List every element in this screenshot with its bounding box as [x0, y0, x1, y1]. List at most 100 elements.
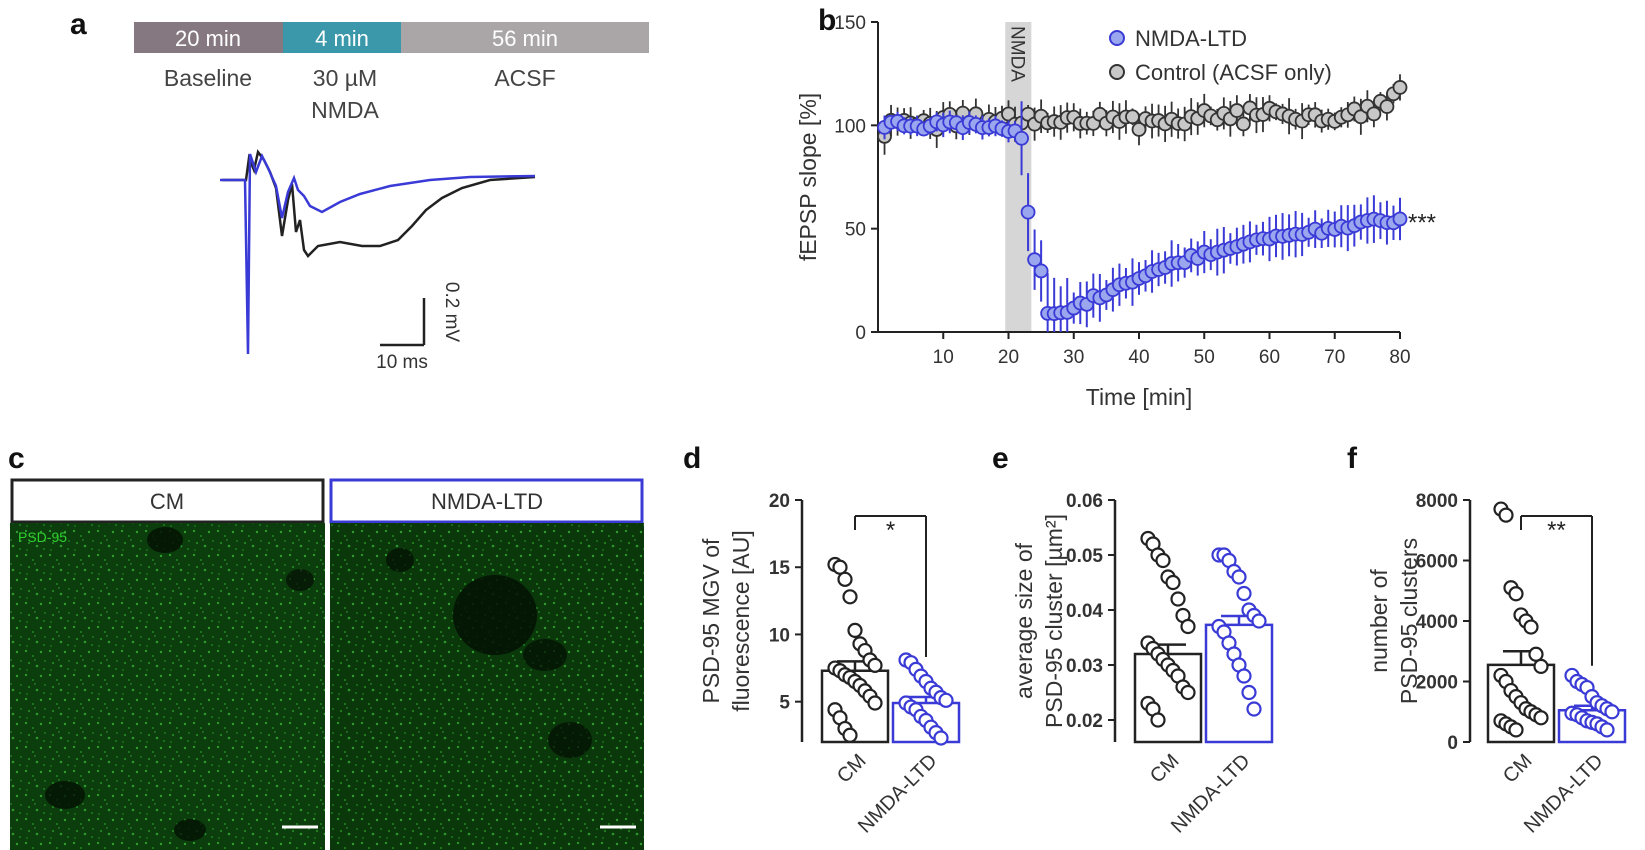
legend-control-label: Control (ACSF only) [1135, 60, 1332, 85]
timecourse-chart: NMDA 0 50 100 150 10 20 30 40 50 60 70 80 Time [min] f… [795, 13, 1436, 410]
x-tick-label: 20 [998, 347, 1019, 368]
y-tick-label: 0.06 [1066, 491, 1103, 512]
control-point [1379, 92, 1395, 121]
control-marker [1366, 106, 1382, 122]
y-axis-label-line2: PSD-95 cluster [µm²] [1041, 514, 1067, 728]
scale-bar-time-label: 10 ms [376, 352, 428, 373]
nmda-point [1079, 281, 1095, 328]
y-tick-label: 0 [855, 323, 866, 344]
control-marker [1125, 109, 1140, 125]
y-axis-label-line2: PSD-95 clusters [1396, 538, 1422, 704]
example-traces [220, 149, 536, 355]
y-tick-label: 4000 [1416, 612, 1458, 633]
x-tick-label: 70 [1324, 347, 1345, 368]
control-marker [1229, 103, 1245, 118]
data-point [933, 730, 949, 746]
nmda-dark-spot [453, 575, 537, 655]
data-point [842, 589, 858, 605]
y-tick-label: 0.03 [1066, 656, 1103, 677]
timeline-nmda-label: 30 µM [313, 65, 377, 91]
nmda-dark-spot [548, 722, 592, 758]
x-tick-label: 30 [1063, 347, 1084, 368]
y-tick-label: 20 [769, 491, 790, 512]
nmda-point [1027, 229, 1042, 290]
nmda-point [1105, 267, 1121, 312]
timeline: 20 min 4 min 56 min Baseline 30 µM NMDA … [134, 22, 649, 123]
data-point [847, 622, 863, 639]
y-tick-label: 0.04 [1066, 601, 1103, 622]
nmda-marker [1033, 263, 1049, 279]
data-point [1180, 684, 1196, 701]
y-tick-label: 50 [845, 220, 866, 241]
x-tick-label: 80 [1389, 347, 1410, 368]
y-axis-label-line1: PSD-95 MGV of [698, 538, 724, 703]
bar-chart-cluster-size: 0.02 0.03 0.04 0.05 0.06 average size of PSD-9… [1011, 491, 1274, 838]
panel-label-d: d [683, 442, 701, 475]
legend-control-marker [1109, 64, 1125, 80]
control-marker [1236, 116, 1251, 132]
bar-chart-cluster-count: 0 2000 4000 6000 8000 number of PSD-95 cluster… [1366, 491, 1627, 838]
significance-marker: * [886, 517, 895, 544]
legend-nmda-label: NMDA-LTD [1135, 26, 1247, 51]
panel-label-e: e [992, 442, 1009, 475]
timeline-nmda-segment [283, 22, 401, 53]
nmda-dark-spot [523, 639, 567, 671]
panel-label-b: b [818, 4, 836, 37]
panel-label-c: c [8, 442, 25, 475]
control-point [1392, 74, 1408, 101]
timeline-acsf-segment [401, 22, 649, 53]
data-point [1523, 619, 1539, 635]
panel-label-f: f [1347, 442, 1358, 475]
data-point [1180, 618, 1196, 635]
y-tick-label: 15 [769, 558, 791, 579]
cm-dark-spot [174, 819, 206, 841]
timeline-baseline-segment [134, 22, 283, 53]
significance-marker: *** [1408, 209, 1436, 236]
micrograph-nmda: NMDA-LTD [329, 478, 644, 850]
data-point [867, 695, 883, 711]
data-point [1251, 613, 1267, 629]
scale-bar-voltage-label: 0.2 mV [441, 282, 462, 343]
timeline-acsf-duration: 56 min [492, 26, 558, 51]
control-marker [1379, 99, 1395, 114]
category-label: CM [1146, 750, 1184, 788]
cm-title-box [10, 478, 325, 524]
data-point [1231, 569, 1247, 585]
data-point [1241, 684, 1257, 701]
cm-dark-spot [147, 527, 183, 553]
legend-nmda-marker [1109, 30, 1125, 46]
data-point [1533, 658, 1549, 674]
control-point [1236, 111, 1251, 137]
data-point [867, 657, 883, 673]
x-tick-label: 40 [1128, 347, 1149, 368]
nmda-trace [220, 152, 536, 355]
control-trace [222, 149, 536, 258]
scale-bar: 10 ms 0.2 mV [376, 282, 462, 373]
nmda-marker [1020, 204, 1036, 220]
y-tick-label: 100 [834, 116, 866, 137]
nmda-point [1020, 173, 1036, 252]
y-tick-label: 2000 [1416, 673, 1458, 694]
data-point [1170, 591, 1186, 607]
nmda-point [1033, 240, 1049, 302]
significance-marker: ** [1547, 517, 1566, 544]
control-marker [1392, 80, 1408, 95]
y-tick-label: 0.02 [1066, 711, 1103, 732]
nmda-point [1046, 277, 1062, 332]
x-tick-label: 60 [1259, 347, 1280, 368]
data-point [1533, 710, 1549, 726]
category-label: CM [1499, 750, 1537, 788]
data-point [1508, 586, 1524, 602]
y-axis-label-line1: average size of [1011, 542, 1037, 699]
x-axis-label: Time [min] [1086, 384, 1193, 410]
micrograph-cm: CM PSD-95 [10, 478, 325, 850]
nmda-marker [1014, 130, 1029, 146]
timeline-nmda-duration: 4 min [315, 26, 369, 51]
cm-dark-spot [45, 781, 85, 809]
y-tick-label: 5 [779, 693, 790, 714]
data-point [1604, 704, 1620, 720]
y-axis-label-line1: number of [1366, 569, 1392, 673]
y-tick-label: 8000 [1416, 491, 1458, 512]
nmda-region-label: NMDA [1006, 26, 1027, 82]
